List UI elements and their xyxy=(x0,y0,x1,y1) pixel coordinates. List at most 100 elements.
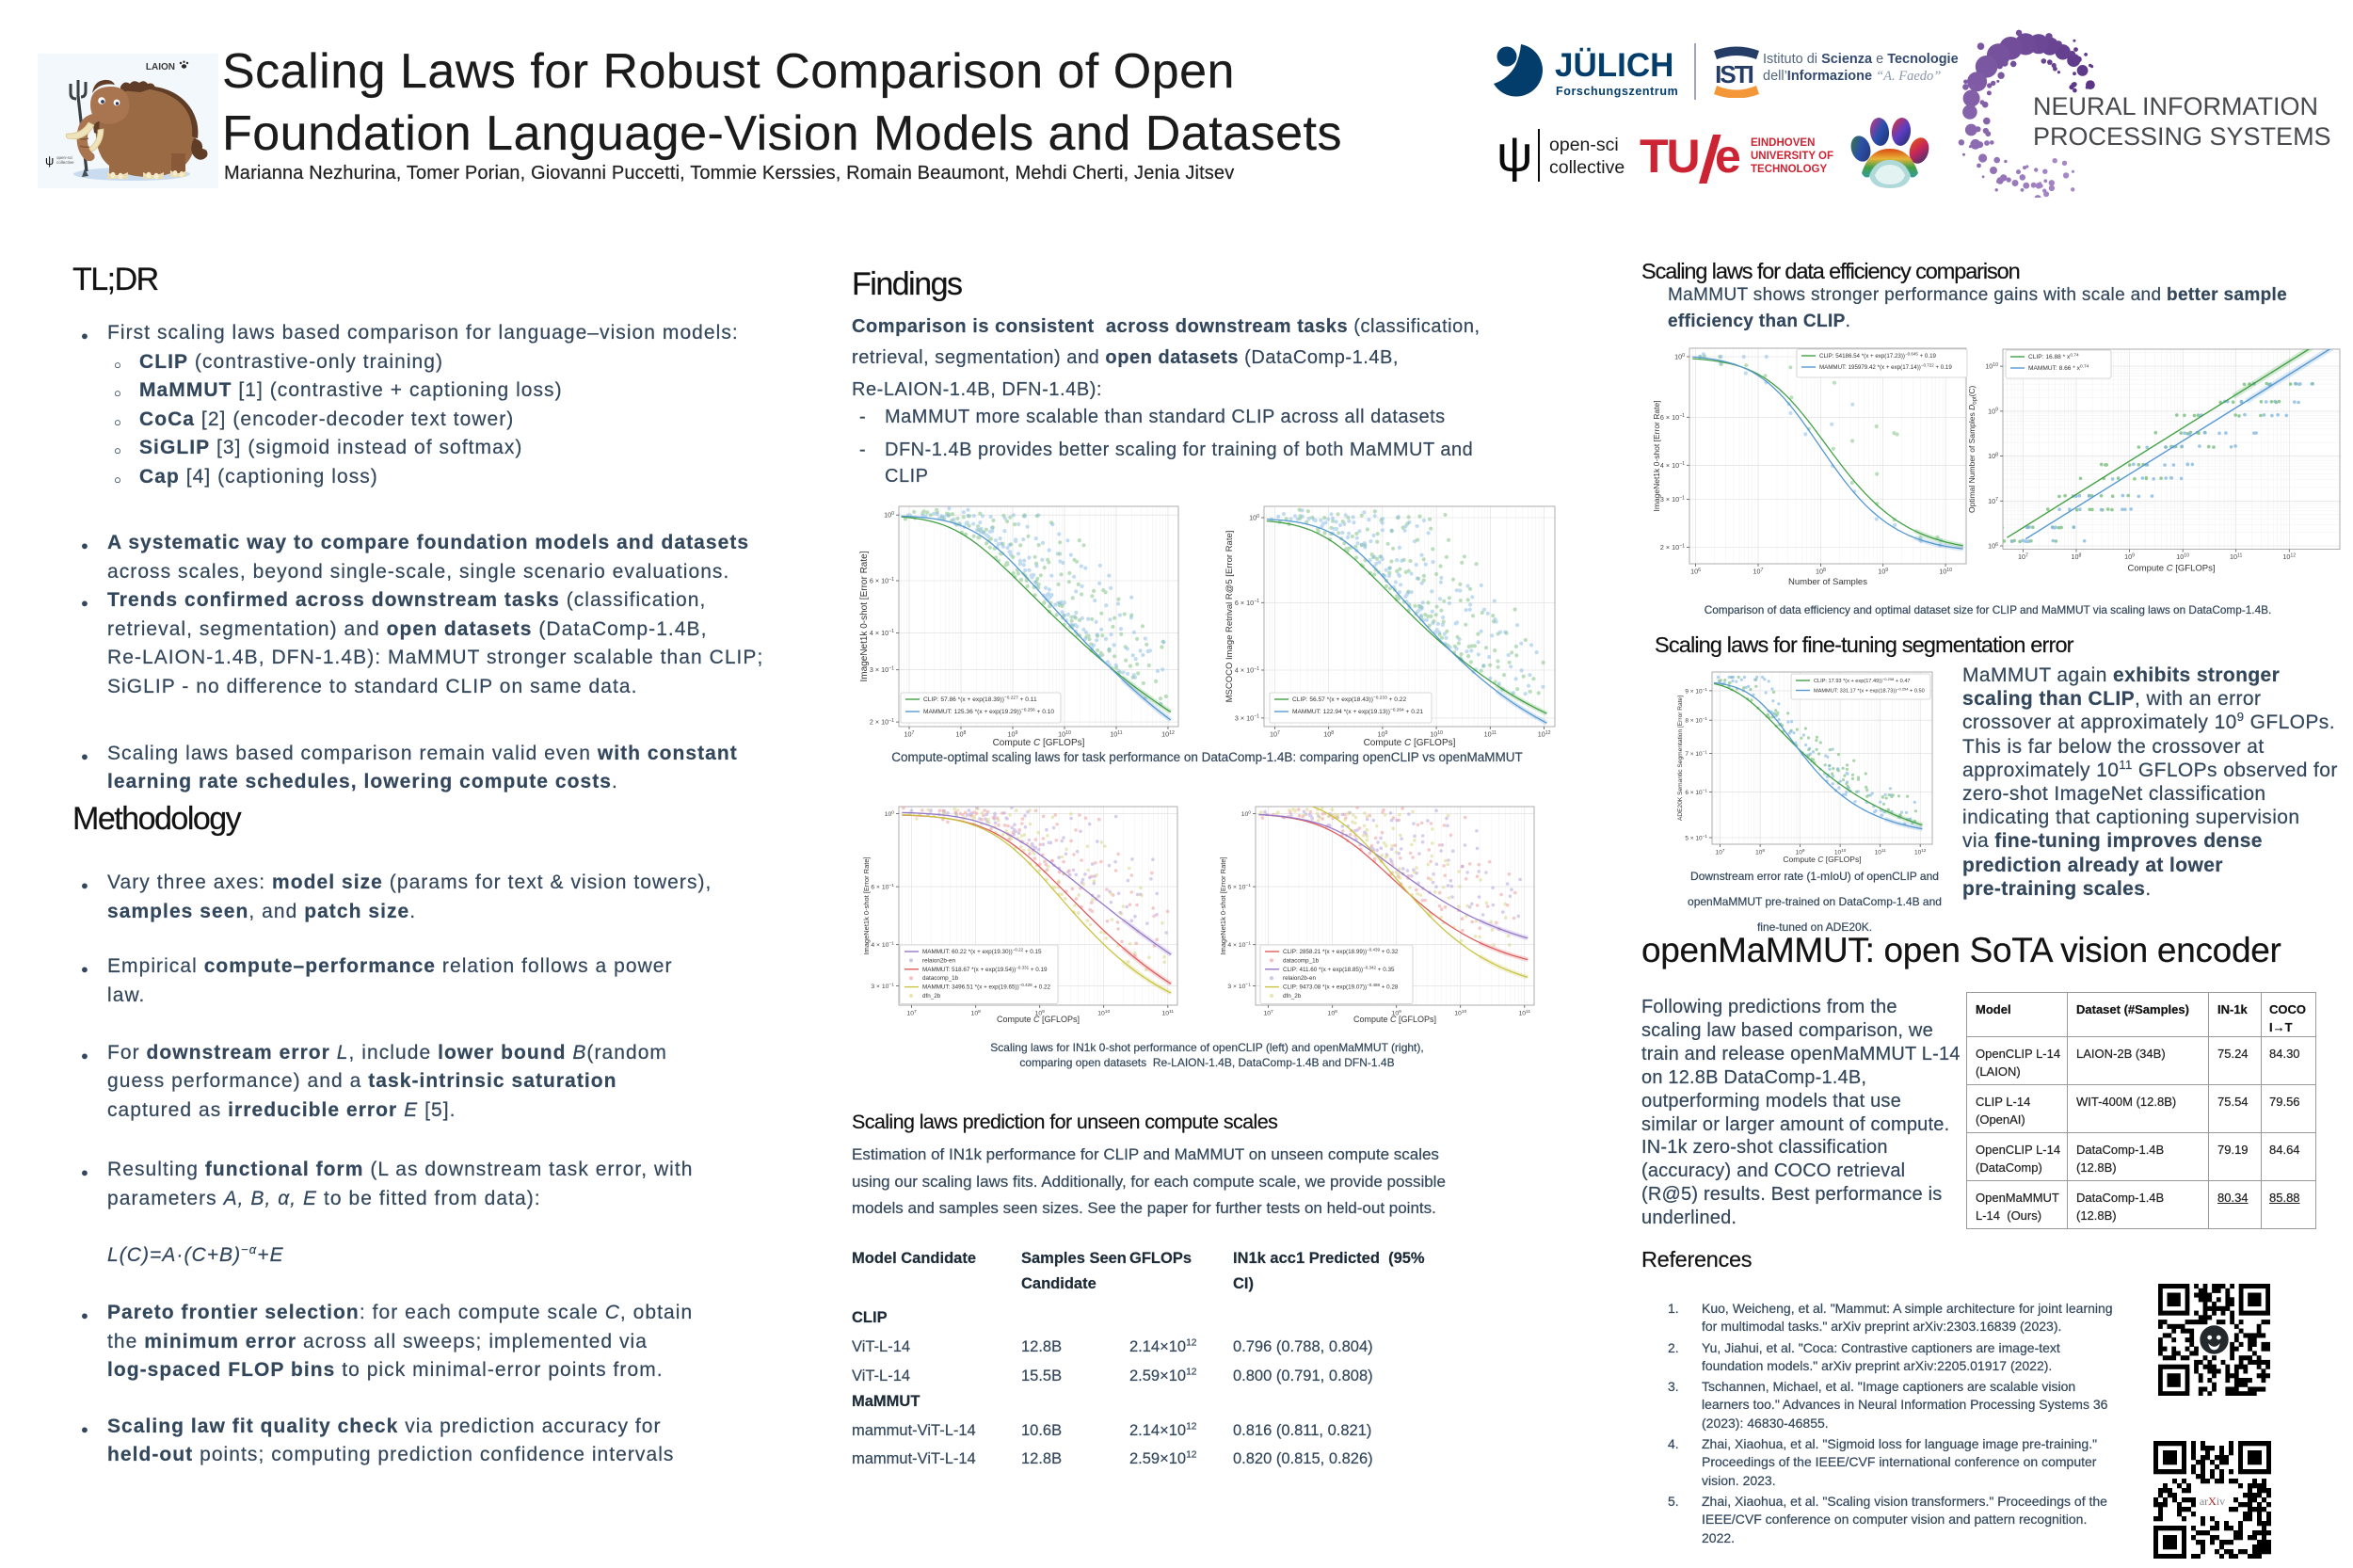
svg-text:CLIP: 411.60 *(x + exp(18.85)): CLIP: 411.60 *(x + exp(18.85))−0.342 + 0… xyxy=(1283,965,1395,972)
svg-text:CLIP: 54186.54 *(x + exp(17.23: CLIP: 54186.54 *(x + exp(17.23))−0.645 +… xyxy=(1819,352,1937,360)
svg-text:MAMMUT: 195979.42 *(x + exp(17: MAMMUT: 195979.42 *(x + exp(17.14))−0.72… xyxy=(1819,363,1952,371)
svg-text:TECHNOLOGY: TECHNOLOGY xyxy=(1751,164,1827,175)
svg-text:106: 106 xyxy=(1988,542,1998,551)
svg-text:107: 107 xyxy=(1263,1009,1273,1017)
svg-text:dfn_2b: dfn_2b xyxy=(1283,993,1302,1000)
svg-text:109: 109 xyxy=(1008,730,1018,739)
svg-text:106: 106 xyxy=(1690,568,1701,576)
svg-text:ADE20K Semantic Segmentation [: ADE20K Semantic Segmentation [Error Rate… xyxy=(1677,696,1684,821)
svg-text:3 × 10−1: 3 × 10−1 xyxy=(870,665,894,674)
svg-text:CLIP: 57.86 *(x + exp(18.39))−: CLIP: 57.86 *(x + exp(18.39))−0.227 + 0.… xyxy=(923,696,1037,704)
svg-text:2 × 10−1: 2 × 10−1 xyxy=(1660,543,1685,552)
svg-text:6 × 10−1: 6 × 10−1 xyxy=(870,577,894,585)
svg-text:1010: 1010 xyxy=(1058,730,1071,739)
svg-text:CLIP: 2858.21 *(x + exp(18.99): CLIP: 2858.21 *(x + exp(18.99))−0.439 + … xyxy=(1283,948,1399,955)
svg-text:MAMMUT: 518.67 *(x + exp(19.54: MAMMUT: 518.67 *(x + exp(19.54))−0.331 +… xyxy=(922,965,1048,972)
svg-text:Compute C [GFLOPs]: Compute C [GFLOPs] xyxy=(993,738,1085,748)
svg-text:109: 109 xyxy=(1035,1009,1046,1017)
svg-text:1011: 1011 xyxy=(1484,730,1497,739)
svg-text:Compute C [GFLOPs]: Compute C [GFLOPs] xyxy=(997,1015,1080,1024)
svg-text:ψ: ψ xyxy=(45,153,54,168)
svg-text:MAMMUT: 8.66 * x0.74: MAMMUT: 8.66 * x0.74 xyxy=(2028,364,2089,373)
svg-text:3 × 10−1: 3 × 10−1 xyxy=(871,982,894,990)
svg-text:1012: 1012 xyxy=(2282,552,2296,561)
svg-text:6 × 10−1: 6 × 10−1 xyxy=(1685,789,1707,797)
svg-text:1010: 1010 xyxy=(1985,362,1998,371)
svg-text:107: 107 xyxy=(1753,568,1764,576)
svg-text:arXiv: arXiv xyxy=(2200,1495,2225,1508)
svg-text:dfn_2b: dfn_2b xyxy=(922,993,941,1000)
svg-text:1010: 1010 xyxy=(1097,1009,1110,1017)
svg-text:ISTI: ISTI xyxy=(1715,60,1753,88)
svg-text:8 × 10−1: 8 × 10−1 xyxy=(1685,716,1707,725)
svg-text:109: 109 xyxy=(1988,407,1998,415)
svg-text:collective: collective xyxy=(1549,157,1625,178)
svg-text:108: 108 xyxy=(1323,730,1334,739)
svg-text:4 × 10−1: 4 × 10−1 xyxy=(1235,666,1259,675)
svg-text:1011: 1011 xyxy=(1875,848,1886,856)
svg-text:datacomp_1b: datacomp_1b xyxy=(922,975,959,982)
svg-text:collective: collective xyxy=(56,160,74,165)
svg-text:4 × 10−1: 4 × 10−1 xyxy=(1660,461,1685,470)
svg-text:107: 107 xyxy=(906,1009,917,1017)
svg-text:PROCESSING SYSTEMS: PROCESSING SYSTEMS xyxy=(2033,122,2331,151)
svg-text:ImageNet1k 0-shot [Error Rate]: ImageNet1k 0-shot [Error Rate] xyxy=(862,856,871,954)
svg-text:CLIP: 56.57 *(x + exp(18.43))−: CLIP: 56.57 *(x + exp(18.43))−0.233 + 0.… xyxy=(1292,696,1406,704)
svg-text:3 × 10−1: 3 × 10−1 xyxy=(1227,982,1251,990)
svg-text:6 × 10−1: 6 × 10−1 xyxy=(1235,599,1259,607)
svg-text:2 × 10−1: 2 × 10−1 xyxy=(870,718,894,727)
svg-text:107: 107 xyxy=(2018,552,2028,561)
svg-text:100: 100 xyxy=(1674,353,1685,361)
svg-text:e: e xyxy=(1715,130,1741,183)
svg-text:1010: 1010 xyxy=(1939,568,1952,576)
svg-text:CLIP: 9473.08 *(x + exp(19.07): CLIP: 9473.08 *(x + exp(19.07))−0.488 + … xyxy=(1283,983,1399,990)
svg-text:TU: TU xyxy=(1640,130,1699,183)
svg-text:Compute C [GFLOPs]: Compute C [GFLOPs] xyxy=(1783,855,1861,864)
svg-text:Forschungszentrum: Forschungszentrum xyxy=(1556,85,1678,98)
svg-text:relaion2b-en: relaion2b-en xyxy=(1283,975,1317,982)
svg-text:JÜLICH: JÜLICH xyxy=(1555,47,1673,84)
svg-text:3 × 10−1: 3 × 10−1 xyxy=(1235,713,1259,722)
svg-text:107: 107 xyxy=(1270,730,1280,739)
svg-text:1011: 1011 xyxy=(1110,730,1122,739)
svg-text:1012: 1012 xyxy=(1914,848,1927,856)
svg-text:1010: 1010 xyxy=(1454,1009,1466,1017)
svg-text:107: 107 xyxy=(904,730,915,739)
svg-text:UNIVERSITY OF: UNIVERSITY OF xyxy=(1751,151,1833,162)
svg-text:datacomp_1b: datacomp_1b xyxy=(1283,957,1320,964)
svg-text:4 × 10−1: 4 × 10−1 xyxy=(871,941,894,950)
svg-text:1011: 1011 xyxy=(1161,1009,1174,1017)
svg-text:Compute C [GFLOPs]: Compute C [GFLOPs] xyxy=(2128,564,2216,574)
svg-text:3 × 10−1: 3 × 10−1 xyxy=(1660,495,1685,504)
svg-text:ImageNet1k 0-shot [Error Rate]: ImageNet1k 0-shot [Error Rate] xyxy=(1219,856,1227,954)
svg-text:MAMMUT: 3496.51 *(x + exp(19.6: MAMMUT: 3496.51 *(x + exp(19.65))−0.428 … xyxy=(922,983,1051,990)
svg-text:MSCOCO Image Retrival R@5 [Err: MSCOCO Image Retrival R@5 [Error Rate] xyxy=(1225,531,1235,703)
svg-text:4 × 10−1: 4 × 10−1 xyxy=(870,629,894,637)
svg-text:MAMMUT: 331.17 *(x + exp(18.73: MAMMUT: 331.17 *(x + exp(18.73))−0.254 +… xyxy=(1814,686,1925,694)
svg-text:9 × 10−1: 9 × 10−1 xyxy=(1685,687,1707,696)
svg-text:100: 100 xyxy=(1241,809,1252,818)
svg-text:100: 100 xyxy=(885,809,895,818)
svg-text:108: 108 xyxy=(1328,1009,1338,1017)
svg-text:1012: 1012 xyxy=(1161,730,1175,739)
svg-text:108: 108 xyxy=(956,730,967,739)
svg-text:1012: 1012 xyxy=(1538,730,1551,739)
svg-text:dell’Informazione “A. Faedo”: dell’Informazione “A. Faedo” xyxy=(1763,69,1941,84)
svg-text:relaion2b-en: relaion2b-en xyxy=(922,957,956,964)
svg-text:1011: 1011 xyxy=(1518,1009,1530,1017)
svg-text:EINDHOVEN: EINDHOVEN xyxy=(1751,137,1815,149)
svg-text:108: 108 xyxy=(1755,848,1765,856)
svg-text:108: 108 xyxy=(2072,552,2082,561)
svg-text:100: 100 xyxy=(884,511,894,520)
svg-text:1011: 1011 xyxy=(2230,552,2242,561)
svg-text:108: 108 xyxy=(1816,568,1826,576)
svg-text:108: 108 xyxy=(971,1009,982,1017)
svg-text:NEURAL INFORMATION: NEURAL INFORMATION xyxy=(2033,92,2318,120)
svg-text:6 × 10−1: 6 × 10−1 xyxy=(1227,883,1251,891)
svg-text:1010: 1010 xyxy=(1834,848,1847,856)
svg-text:Istituto di Scienza e Tecnolog: Istituto di Scienza e Tecnologie xyxy=(1763,52,1959,67)
svg-text:CLIP: 17.93 *(x + exp(17.49))−: CLIP: 17.93 *(x + exp(17.49))−0.208 + 0.… xyxy=(1814,677,1911,684)
svg-text:ImageNet1k 0-shot [Error Rate]: ImageNet1k 0-shot [Error Rate] xyxy=(859,551,870,681)
svg-text:107: 107 xyxy=(1716,848,1725,856)
svg-text:MAMMUT: 60.22 *(x + exp(19.30): MAMMUT: 60.22 *(x + exp(19.30))−0.22 + 0… xyxy=(922,948,1042,955)
